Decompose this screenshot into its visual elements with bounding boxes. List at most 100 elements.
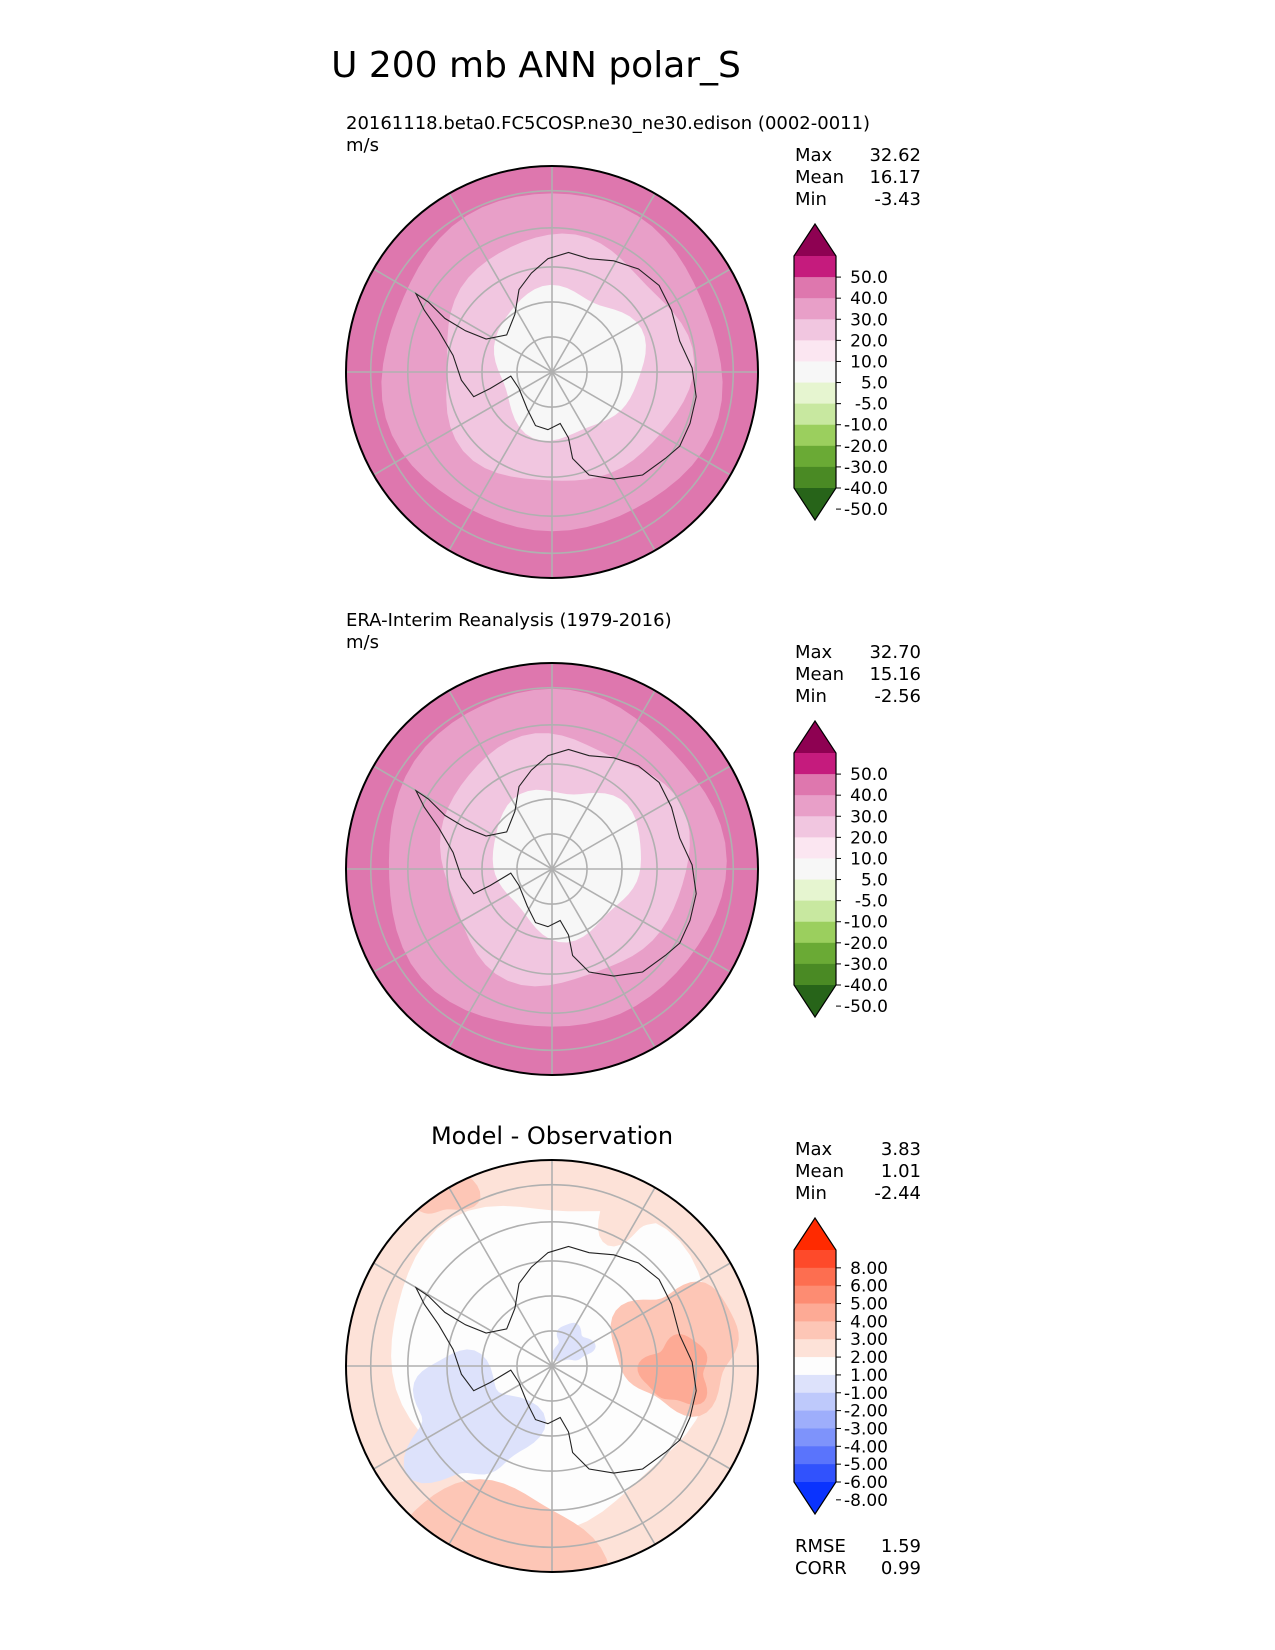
- stat-label: CORR: [795, 1558, 847, 1579]
- colorbar-tick-label: -5.0: [855, 892, 888, 912]
- colorbar-segment: [794, 837, 836, 859]
- colorbar-segment: [794, 1303, 836, 1322]
- colorbar-segment: [794, 753, 836, 775]
- colorbar-segment: [794, 1392, 836, 1412]
- colorbar-segment: [794, 879, 836, 902]
- colorbar-tick-label: -1.00: [844, 1384, 888, 1404]
- colorbar-tick-label: -20.0: [844, 437, 888, 457]
- colorbar-tick-label: 4.00: [850, 1312, 888, 1332]
- colorbar-segment: [794, 795, 836, 817]
- stat-value: 3.83: [881, 1139, 921, 1160]
- stat-label: Min: [795, 686, 827, 707]
- colorbar-segment: [794, 1250, 836, 1269]
- colorbar-extend-top: [794, 721, 836, 753]
- diff-negative-region: [403, 1349, 546, 1484]
- colorbar-tick-label: 2.00: [850, 1348, 888, 1368]
- stat-value: 16.17: [869, 167, 921, 188]
- colorbar-tick-label: -10.0: [844, 416, 888, 436]
- colorbar-extend-bottom: [794, 1482, 836, 1514]
- colorbar-tick-label: -40.0: [844, 479, 888, 499]
- colorbar-segment: [794, 900, 836, 923]
- colorbar-tick-label: -20.0: [844, 934, 888, 954]
- map-boundary: [345, 165, 759, 579]
- meridian-line: [448, 1187, 656, 1545]
- map-boundary: [345, 1159, 759, 1573]
- stat-value: 1.01: [881, 1161, 921, 1182]
- colorbar-tick-label: -30.0: [844, 458, 888, 478]
- colorbar-tick-label: 5.0: [861, 374, 888, 394]
- map-boundary: [345, 662, 759, 1076]
- colorbar-extend-top: [794, 1218, 836, 1250]
- colorbar-tick-label: 5.0: [861, 871, 888, 891]
- colorbar-segment: [794, 921, 836, 944]
- stat-label: RMSE: [795, 1536, 846, 1557]
- colorbar-segment: [794, 1339, 836, 1358]
- colorbar-extend-top: [794, 224, 836, 256]
- colorbar-tick-label: 10.0: [850, 849, 888, 869]
- stat-value: -2.56: [874, 686, 921, 707]
- colorbar-segment: [794, 466, 836, 489]
- colorbar-segment: [794, 340, 836, 362]
- colorbar-tick-label: -30.0: [844, 955, 888, 975]
- colorbar-tick-label: -5.0: [855, 395, 888, 415]
- colorbar-tick-label: -40.0: [844, 976, 888, 996]
- antarctica-coastline: [414, 748, 697, 977]
- stat-label: Max: [795, 1139, 833, 1160]
- panel-title: Model - Observation: [431, 1122, 673, 1150]
- stat-value: -3.43: [874, 189, 921, 210]
- meridian-line: [448, 193, 656, 551]
- antarctica-coastline: [414, 251, 697, 480]
- colorbar-tick-label: 30.0: [850, 807, 888, 827]
- map-panel-2: ERA-Interim Reanalysis (1979-2016)m/s Max…: [345, 610, 921, 1076]
- colorbar-segment: [794, 1428, 836, 1447]
- stat-value: 1.59: [881, 1536, 921, 1557]
- colorbar-segment: [794, 1446, 836, 1465]
- stat-label: Min: [795, 189, 827, 210]
- map-panel-3: Model - Observation Max 3.83 Mean 1.01 Min -2.…: [345, 1122, 921, 1579]
- field-band-core: [492, 789, 641, 943]
- colorbar-segment: [794, 774, 836, 796]
- colorbar-segment: [794, 963, 836, 986]
- colorbar-segment: [794, 298, 836, 320]
- colorbar-segment: [794, 424, 836, 447]
- stat-value: 0.99: [881, 1558, 921, 1579]
- stat-label: Min: [795, 1183, 827, 1204]
- colorbar-extend-bottom: [794, 985, 836, 1017]
- colorbar-segment: [794, 1267, 836, 1287]
- map-field: [346, 166, 758, 578]
- panel-units: m/s: [346, 632, 379, 653]
- stat-value: 32.70: [869, 642, 921, 663]
- stat-label: Max: [795, 145, 833, 166]
- colorbar-tick-label: 40.0: [850, 289, 888, 309]
- colorbar-tick-label: -3.00: [844, 1419, 888, 1439]
- colorbar-tick-label: 6.00: [850, 1277, 888, 1297]
- panel-title: 20161118.beta0.FC5COSP.ne30_ne30.edison …: [346, 113, 870, 134]
- stat-label: Mean: [795, 664, 844, 685]
- colorbar-tick-label: 40.0: [850, 786, 888, 806]
- colorbar-segment: [794, 858, 836, 881]
- figure-title: U 200 mb ANN polar_S: [331, 45, 741, 86]
- colorbar-tick-label: -4.00: [844, 1437, 888, 1457]
- panel-units: m/s: [346, 135, 379, 156]
- colorbar-tick-label: -8.00: [844, 1491, 888, 1511]
- colorbar-tick-label: -10.0: [844, 913, 888, 933]
- colorbar-segment: [794, 277, 836, 299]
- colorbar-tick-label: 20.0: [850, 331, 888, 351]
- colorbar-segment: [794, 1374, 836, 1394]
- colorbar-segment: [794, 361, 836, 384]
- colorbar-tick-label: -5.00: [844, 1455, 888, 1475]
- colorbar-tick-label: 30.0: [850, 310, 888, 330]
- colorbar-tick-label: 5.00: [850, 1295, 888, 1315]
- map-field: [346, 663, 758, 1075]
- colorbar-tick-label: 8.00: [850, 1259, 888, 1279]
- colorbar-segment: [794, 403, 836, 426]
- colorbar-tick-label: 10.0: [850, 352, 888, 372]
- stat-value: 15.16: [869, 664, 921, 685]
- colorbar-extend-bottom: [794, 488, 836, 520]
- meridian-line: [448, 690, 656, 1048]
- colorbar-segment: [794, 1410, 836, 1429]
- diff-positive-region: [381, 1479, 611, 1572]
- stat-value: -2.44: [874, 1183, 921, 1204]
- colorbar-tick-label: -50.0: [844, 500, 888, 520]
